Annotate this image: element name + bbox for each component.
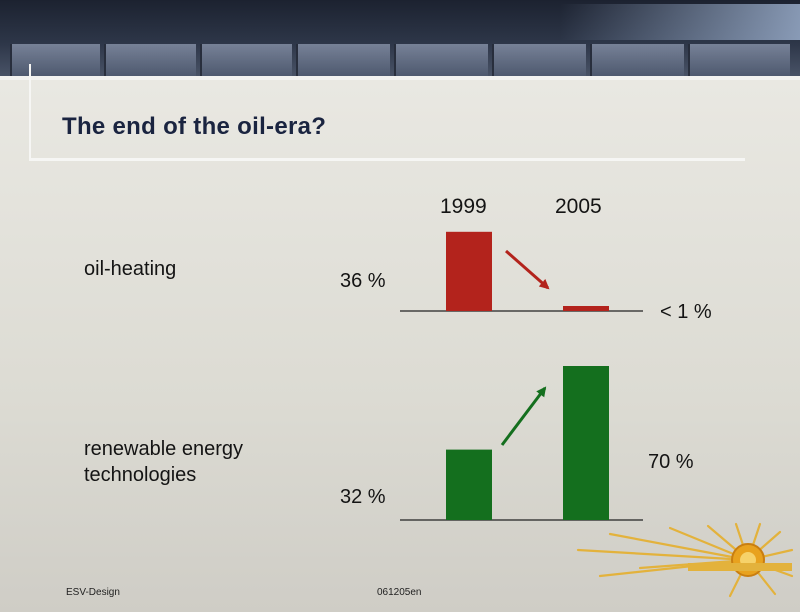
sun-logo-icon [576,522,794,598]
title-frame-vertical [29,64,31,160]
increase-arrow [500,386,547,446]
title-frame-horizontal [29,158,745,161]
decrease-arrow [505,249,550,290]
year-label-2005: 2005 [555,195,602,218]
footer-slide-code: 061205en [377,587,422,598]
value-label-renewable-1999: 32 % [340,486,386,508]
header-photo-band [0,0,800,78]
row-label-oil-heating: oil-heating [84,258,177,280]
value-label-oil-2005: < 1 % [660,301,712,323]
header-panel [10,44,100,76]
row-label-renewable: renewable energy technologies [84,438,243,486]
slide-title: The end of the oil-era? [62,113,327,140]
slide-background [0,80,800,612]
header-panel [394,44,488,76]
header-panel [296,44,390,76]
header-highlight [560,4,800,40]
bar-oil-2005 [563,306,609,311]
bar-renewable-1999 [446,449,492,520]
footer-brand: ESV-Design [66,587,120,598]
header-panel [688,44,790,76]
header-panel [492,44,586,76]
header-panel [200,44,292,76]
header-panel [590,44,684,76]
value-label-oil-1999: 36 % [340,270,386,292]
bar-renewable-2005 [563,366,609,520]
year-label-1999: 1999 [440,195,487,218]
header-edge [0,76,800,80]
value-label-renewable-2005: 70 % [648,451,694,473]
bar-oil-1999 [446,231,492,311]
header-panel [104,44,196,76]
